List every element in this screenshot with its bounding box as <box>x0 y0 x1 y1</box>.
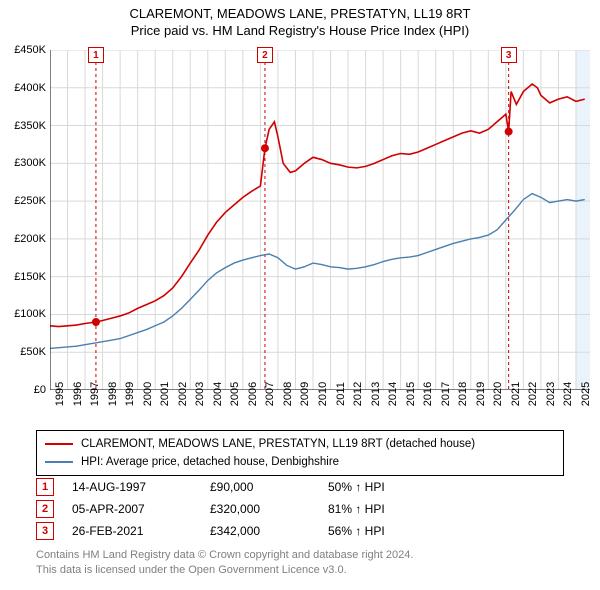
title-address: CLAREMONT, MEADOWS LANE, PRESTATYN, LL19… <box>0 6 600 21</box>
x-tick-label: 2013 <box>370 382 382 406</box>
legend-row: HPI: Average price, detached house, Denb… <box>45 453 555 471</box>
x-tick-label: 2000 <box>142 382 154 406</box>
sale-row: 1 14-AUG-1997 £90,000 50% ↑ HPI <box>36 476 564 498</box>
titles: CLAREMONT, MEADOWS LANE, PRESTATYN, LL19… <box>0 0 600 38</box>
x-tick-label: 1996 <box>72 382 84 406</box>
legend-label: CLAREMONT, MEADOWS LANE, PRESTATYN, LL19… <box>81 438 475 450</box>
y-tick-label: £250K <box>14 195 46 207</box>
x-tick-label: 2015 <box>405 382 417 406</box>
x-tick-label: 2009 <box>299 382 311 406</box>
y-tick-label: £100K <box>14 308 46 320</box>
x-tick-label: 2007 <box>264 382 276 406</box>
line-chart <box>50 50 590 390</box>
legend-swatch <box>45 461 73 463</box>
sale-price: £90,000 <box>210 480 310 494</box>
x-tick-label: 2004 <box>212 382 224 406</box>
x-tick-label: 2001 <box>159 382 171 406</box>
x-tick-label: 2018 <box>457 382 469 406</box>
x-tick-label: 2003 <box>194 382 206 406</box>
y-tick-label: £450K <box>14 44 46 56</box>
x-tick-label: 2025 <box>580 382 592 406</box>
sale-price: £342,000 <box>210 524 310 538</box>
x-tick-label: 1999 <box>124 382 136 406</box>
sale-marker-overlay: 2 <box>257 47 273 63</box>
sale-marker: 3 <box>36 522 54 540</box>
chart-area: £0£50K£100K£150K£200K£250K£300K£350K£400… <box>50 50 590 390</box>
sale-row: 2 05-APR-2007 £320,000 81% ↑ HPI <box>36 498 564 520</box>
x-tick-label: 2006 <box>247 382 259 406</box>
sale-marker-overlay: 1 <box>88 47 104 63</box>
legend-row: CLAREMONT, MEADOWS LANE, PRESTATYN, LL19… <box>45 435 555 453</box>
x-tick-label: 2012 <box>352 382 364 406</box>
x-tick-label: 2010 <box>317 382 329 406</box>
x-tick-label: 1998 <box>107 382 119 406</box>
x-tick-label: 2020 <box>492 382 504 406</box>
y-tick-label: £200K <box>14 233 46 245</box>
y-tick-label: £0 <box>34 384 46 396</box>
footer-line1: Contains HM Land Registry data © Crown c… <box>36 548 564 563</box>
x-tick-label: 2011 <box>335 382 347 406</box>
y-tick-label: £350K <box>14 120 46 132</box>
x-tick-label: 2019 <box>475 382 487 406</box>
x-tick-label: 2022 <box>527 382 539 406</box>
sales-table: 1 14-AUG-1997 £90,000 50% ↑ HPI 2 05-APR-2007… <box>36 476 564 542</box>
y-tick-label: £300K <box>14 157 46 169</box>
chart-container: CLAREMONT, MEADOWS LANE, PRESTATYN, LL19… <box>0 0 600 590</box>
sale-pct: 50% ↑ HPI <box>328 480 448 494</box>
y-tick-label: £50K <box>20 346 46 358</box>
sale-marker: 1 <box>36 478 54 496</box>
x-tick-label: 2002 <box>177 382 189 406</box>
footer-line2: This data is licensed under the Open Gov… <box>36 563 564 578</box>
x-tick-label: 1995 <box>54 382 66 406</box>
x-tick-label: 2021 <box>510 382 522 406</box>
title-subtitle: Price paid vs. HM Land Registry's House … <box>0 23 600 38</box>
sale-pct: 56% ↑ HPI <box>328 524 448 538</box>
sale-price: £320,000 <box>210 502 310 516</box>
legend-label: HPI: Average price, detached house, Denb… <box>81 456 339 468</box>
sale-marker-overlay: 3 <box>501 47 517 63</box>
x-tick-label: 2017 <box>440 382 452 406</box>
y-tick-label: £150K <box>14 271 46 283</box>
x-tick-label: 2005 <box>229 382 241 406</box>
x-tick-label: 2016 <box>422 382 434 406</box>
sale-dot <box>92 318 100 326</box>
sale-date: 26-FEB-2021 <box>72 524 192 538</box>
legend: CLAREMONT, MEADOWS LANE, PRESTATYN, LL19… <box>36 430 564 476</box>
sale-pct: 81% ↑ HPI <box>328 502 448 516</box>
x-tick-label: 2014 <box>387 382 399 406</box>
x-tick-label: 1997 <box>89 382 101 406</box>
sale-marker: 2 <box>36 500 54 518</box>
sale-date: 05-APR-2007 <box>72 502 192 516</box>
legend-swatch <box>45 443 73 445</box>
sale-dot <box>261 144 269 152</box>
sale-date: 14-AUG-1997 <box>72 480 192 494</box>
x-tick-label: 2008 <box>282 382 294 406</box>
y-tick-label: £400K <box>14 82 46 94</box>
footer: Contains HM Land Registry data © Crown c… <box>36 548 564 578</box>
x-tick-label: 2024 <box>562 382 574 406</box>
x-tick-label: 2023 <box>545 382 557 406</box>
sale-row: 3 26-FEB-2021 £342,000 56% ↑ HPI <box>36 520 564 542</box>
sale-dot <box>505 128 513 136</box>
